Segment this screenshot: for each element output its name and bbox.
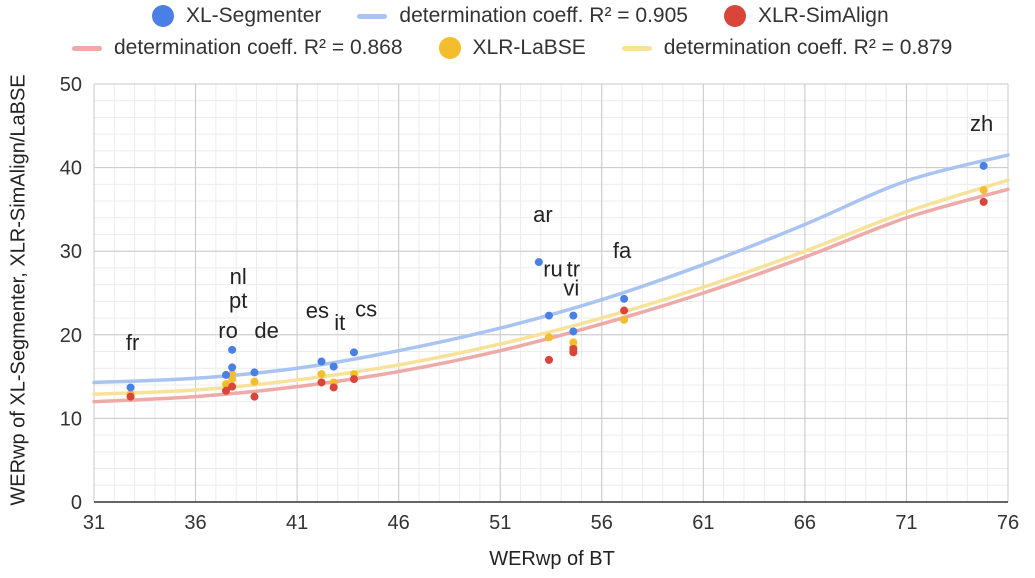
data-point-xlr-labse <box>569 338 578 347</box>
data-points <box>126 161 988 401</box>
legend-item-xl-segmenter: XL-Segmenter <box>152 4 321 28</box>
x-tick-label: 51 <box>489 512 511 534</box>
data-point-xl-segmenter <box>569 311 578 320</box>
trendline-xlr-labse <box>92 178 1010 396</box>
data-point-xlr-simalign <box>544 355 553 364</box>
point-label-ru: ru <box>543 256 563 281</box>
x-tick-label: 61 <box>692 512 714 534</box>
legend-swatch <box>357 13 388 19</box>
legend-label: XLR-LaBSE <box>472 36 586 59</box>
point-label-nl: nl <box>230 264 247 289</box>
point-label-de: de <box>254 318 278 343</box>
data-point-xl-segmenter <box>222 370 231 379</box>
x-tick-label: 41 <box>286 512 308 534</box>
data-point-xl-segmenter <box>329 362 338 371</box>
x-tick-label: 46 <box>388 512 410 534</box>
legend-swatch <box>621 45 652 51</box>
point-label-es: es <box>306 298 329 323</box>
data-point-xlr-labse <box>620 315 629 324</box>
legend-swatch <box>723 5 746 27</box>
legend-item-trend-segmenter: determination coeff. R² = 0.905 <box>357 4 688 28</box>
data-point-xlr-labse <box>317 370 326 379</box>
legend-swatch <box>72 45 102 51</box>
data-point-xlr-simalign <box>228 382 237 391</box>
data-point-xlr-labse <box>544 333 553 342</box>
data-point-xlr-simalign <box>126 392 135 401</box>
data-point-xlr-simalign <box>329 383 338 392</box>
point-label-vi: vi <box>563 276 579 301</box>
point-label-fr: fr <box>126 330 139 355</box>
data-point-xl-segmenter <box>534 258 543 267</box>
legend-swatch <box>438 37 461 59</box>
point-label-fa: fa <box>613 238 632 263</box>
y-tick-label: 30 <box>60 241 82 263</box>
legend-item-trend-simalign: determination coeff. R² = 0.868 <box>72 36 403 60</box>
x-tick-label: 71 <box>895 512 917 534</box>
legend-row-2: determination coeff. R² = 0.868 XLR-LaBS… <box>72 36 988 60</box>
point-label-zh: zh <box>970 111 993 136</box>
data-point-xl-segmenter <box>349 348 358 357</box>
y-axis-label: WERwp of XL-Segmenter, XLR-SimAlign/LaBS… <box>7 74 30 506</box>
point-label-tr: tr <box>567 256 580 281</box>
point-label-it: it <box>334 310 345 335</box>
point-label-pt: pt <box>229 288 247 313</box>
data-point-xlr-labse <box>979 186 988 195</box>
legend-row-1: XL-Segmenter determination coeff. R² = 0… <box>152 4 925 28</box>
data-point-xlr-simalign <box>222 386 231 395</box>
data-point-xlr-simalign <box>250 392 259 401</box>
x-tick-label: 66 <box>794 512 816 534</box>
data-point-xl-segmenter <box>544 311 553 320</box>
legend-label: determination coeff. R² = 0.879 <box>663 36 953 59</box>
tick-labels: 31 36 41 46 51 56 61 66 71 76 0 10 20 30 40 50 <box>60 74 1019 534</box>
legend-label: XLR-SimAlign <box>757 4 889 27</box>
legend-item-trend-labse: determination coeff. R² = 0.879 <box>621 36 953 60</box>
legend-label: determination coeff. R² = 0.868 <box>114 36 403 59</box>
legend-item-xlr-simalign: XLR-SimAlign <box>723 4 889 28</box>
data-point-xl-segmenter <box>620 294 629 303</box>
x-tick-label: 56 <box>591 512 613 534</box>
legend-swatch <box>152 5 174 27</box>
x-tick-label: 36 <box>184 512 206 534</box>
data-point-xl-segmenter <box>250 368 259 377</box>
data-point-xlr-simalign <box>349 375 358 384</box>
data-point-xlr-labse <box>250 377 259 386</box>
legend-item-xlr-labse: XLR-LaBSE <box>438 36 586 60</box>
y-tick-label: 0 <box>71 492 82 514</box>
data-point-xlr-simalign <box>317 378 326 387</box>
y-tick-label: 20 <box>60 325 82 347</box>
y-tick-label: 50 <box>60 74 82 96</box>
data-point-xlr-labse <box>222 380 231 389</box>
legend-label: XL-Segmenter <box>186 4 322 27</box>
data-point-xl-segmenter <box>569 327 578 336</box>
point-label-cs: cs <box>355 296 377 321</box>
data-point-xlr-simalign <box>569 345 578 354</box>
point-label-ro: ro <box>218 318 238 343</box>
data-point-xl-segmenter <box>317 357 326 366</box>
point-label-ar: ar <box>533 202 553 227</box>
data-point-xlr-simalign <box>620 306 629 315</box>
data-point-xl-segmenter <box>979 161 988 170</box>
x-axis-label: WERwp of BT <box>489 548 615 570</box>
x-tick-label: 31 <box>83 512 105 534</box>
y-tick-label: 10 <box>60 408 82 430</box>
legend: XL-Segmenter determination coeff. R² = 0… <box>0 0 1035 70</box>
data-point-xlr-labse <box>228 370 237 379</box>
data-point-xlr-simalign <box>979 197 988 206</box>
data-point-xl-segmenter <box>228 363 237 372</box>
y-tick-label: 40 <box>60 158 82 180</box>
data-point-xl-segmenter <box>228 345 237 354</box>
x-tick-label: 76 <box>997 512 1019 534</box>
legend-label: determination coeff. R² = 0.905 <box>399 4 688 27</box>
data-point-xl-segmenter <box>126 383 135 392</box>
